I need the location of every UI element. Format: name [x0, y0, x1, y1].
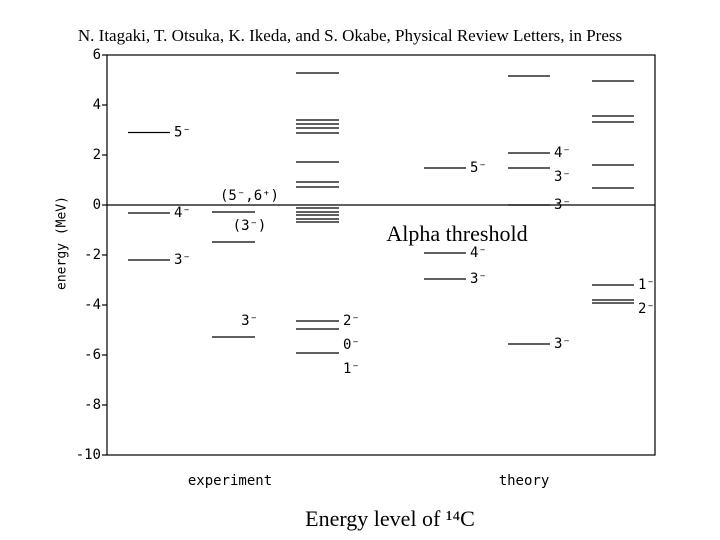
y-tick-label: -10	[76, 447, 101, 463]
threshold-label: Alpha threshold	[386, 221, 527, 246]
level-label: 3⁻	[554, 169, 571, 185]
level-label: 3⁻	[470, 271, 487, 287]
level-label: 1⁻	[343, 361, 360, 377]
level-label: 5⁻	[174, 125, 191, 141]
y-tick-label: -8	[84, 397, 101, 413]
level-label: (5⁻,6⁺)	[220, 188, 279, 204]
level-label: 2⁻	[638, 301, 655, 317]
y-tick-label: 0	[93, 197, 101, 213]
level-label: 3⁻	[554, 197, 571, 213]
y-tick-label: 6	[93, 47, 101, 63]
group-label: experiment	[188, 473, 272, 489]
y-tick-label: -2	[84, 247, 101, 263]
caption: Energy level of ¹⁴C	[305, 506, 475, 531]
level-label: 5⁻	[470, 160, 487, 176]
level-label: 3⁻	[241, 313, 258, 329]
level-label: 3⁻	[174, 252, 191, 268]
level-label: 1⁻	[638, 277, 655, 293]
level-label: 3⁻	[554, 336, 571, 352]
level-label: 4⁻	[470, 245, 487, 261]
y-tick-label: -4	[84, 297, 101, 313]
level-label: 4⁻	[554, 145, 571, 161]
level-label: 0⁻	[343, 337, 360, 353]
chart-title: N. Itagaki, T. Otsuka, K. Ikeda, and S. …	[78, 26, 622, 45]
y-tick-label: -6	[84, 347, 101, 363]
y-tick-label: 4	[93, 97, 101, 113]
y-axis-label: energy (MeV)	[55, 196, 70, 290]
level-label: 2⁻	[343, 313, 360, 329]
group-label: theory	[499, 473, 550, 489]
level-label: 4⁻	[174, 205, 191, 221]
level-label: (3⁻)	[233, 218, 267, 234]
y-tick-label: 2	[93, 147, 101, 163]
